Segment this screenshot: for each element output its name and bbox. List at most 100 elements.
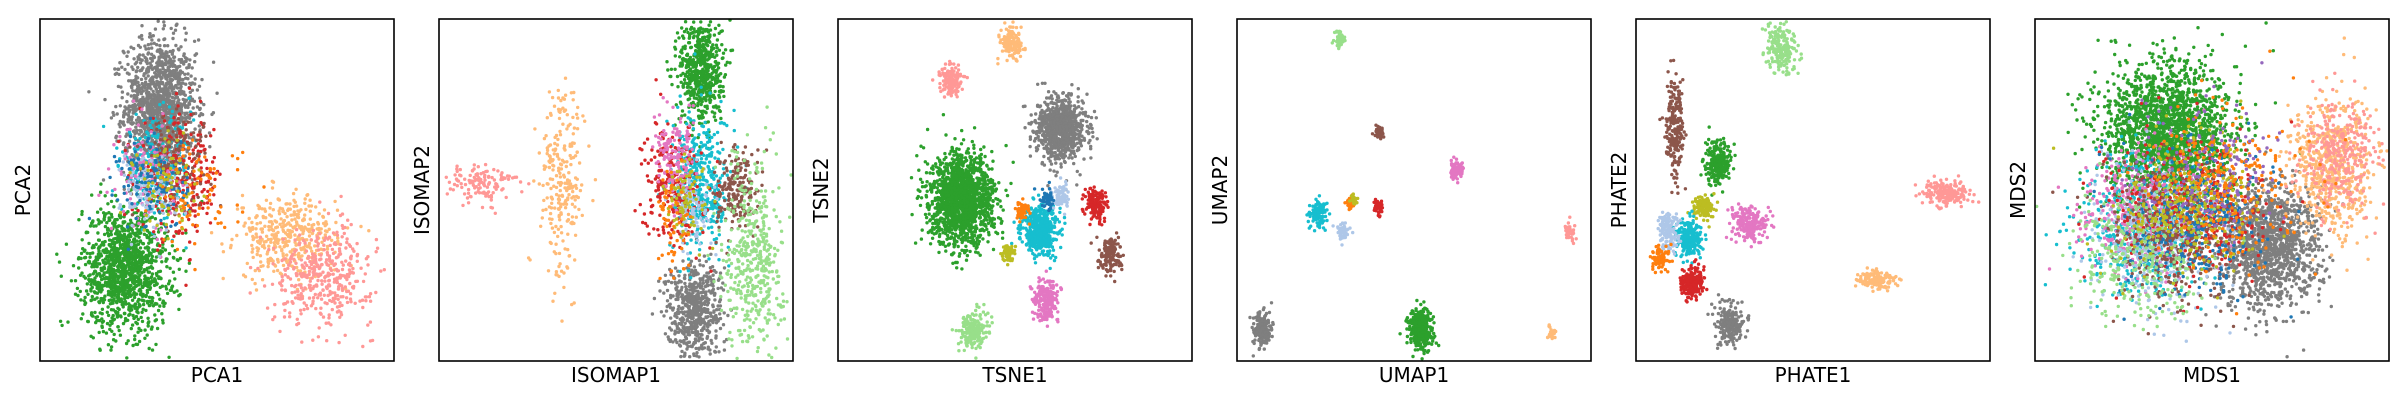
- data-point: [101, 300, 106, 305]
- data-point: [163, 231, 167, 235]
- data-point: [101, 258, 105, 263]
- data-point: [143, 121, 147, 125]
- data-point: [327, 316, 331, 320]
- data-point: [308, 279, 312, 283]
- data-point: [123, 220, 127, 224]
- data-point: [221, 250, 226, 254]
- data-point: [59, 274, 63, 278]
- data-point: [152, 131, 156, 135]
- data-point: [144, 259, 148, 264]
- data-point: [296, 293, 300, 297]
- data-point: [139, 173, 143, 177]
- data-point: [319, 306, 323, 310]
- data-point: [355, 241, 359, 246]
- data-point: [106, 167, 111, 171]
- data-point: [201, 125, 205, 129]
- data-point: [146, 131, 150, 136]
- data-point: [115, 146, 119, 150]
- data-point: [188, 240, 192, 244]
- data-point: [375, 246, 380, 250]
- data-point: [172, 202, 176, 206]
- data-point: [79, 298, 83, 302]
- data-point: [156, 171, 160, 175]
- data-point: [170, 106, 175, 110]
- data-point: [349, 300, 353, 304]
- data-point: [142, 217, 147, 221]
- data-point: [172, 86, 176, 90]
- data-point: [132, 295, 137, 300]
- data-point: [139, 250, 143, 255]
- data-point: [262, 185, 266, 189]
- data-point: [176, 81, 180, 86]
- data-point: [300, 340, 304, 344]
- data-point: [129, 242, 134, 247]
- data-point: [166, 129, 170, 133]
- data-point: [175, 22, 179, 26]
- data-point: [139, 91, 144, 96]
- data-point: [169, 26, 173, 31]
- data-point: [195, 229, 199, 233]
- data-point: [167, 126, 171, 130]
- data-point: [366, 323, 370, 327]
- data-point: [66, 320, 70, 324]
- data-point: [127, 79, 131, 83]
- data-point: [271, 208, 275, 212]
- data-point: [159, 221, 163, 226]
- data-point: [169, 224, 173, 228]
- data-point: [183, 211, 188, 215]
- data-point: [126, 175, 130, 180]
- data-point: [175, 289, 179, 293]
- data-point: [158, 304, 162, 308]
- data-point: [321, 315, 326, 319]
- data-point: [181, 77, 185, 82]
- data-point: [126, 184, 131, 188]
- data-point: [137, 221, 141, 226]
- data-point: [197, 124, 201, 128]
- data-point: [335, 233, 340, 237]
- data-point: [214, 171, 218, 175]
- data-point: [102, 218, 106, 222]
- data-point: [181, 131, 186, 135]
- data-point: [283, 257, 287, 261]
- data-point: [182, 101, 186, 106]
- data-point: [137, 116, 142, 120]
- data-point: [125, 356, 129, 360]
- data-point: [714, 74, 718, 78]
- data-point: [127, 293, 132, 298]
- data-point: [202, 102, 206, 107]
- data-point: [86, 319, 91, 324]
- data-point: [106, 258, 110, 262]
- data-point: [103, 262, 107, 266]
- data-point: [199, 144, 203, 148]
- data-point: [130, 270, 134, 275]
- data-point: [106, 305, 110, 309]
- data-point: [242, 224, 246, 228]
- data-point: [191, 223, 195, 227]
- data-point: [322, 293, 326, 297]
- data-point: [321, 288, 325, 292]
- data-point: [158, 43, 162, 48]
- data-point: [110, 329, 114, 333]
- data-point: [280, 249, 284, 253]
- data-point: [147, 282, 151, 287]
- data-point: [328, 243, 332, 248]
- data-point: [145, 172, 150, 176]
- data-point: [710, 110, 714, 114]
- data-point: [155, 290, 159, 295]
- data-point: [110, 263, 114, 267]
- data-point: [146, 136, 151, 141]
- data-point: [351, 247, 355, 251]
- data-point: [132, 46, 136, 51]
- data-point: [150, 280, 155, 284]
- data-point: [149, 327, 154, 331]
- data-point: [120, 90, 125, 94]
- data-point: [283, 308, 287, 313]
- data-point: [116, 164, 120, 168]
- data-point: [284, 202, 288, 206]
- data-point: [104, 247, 109, 251]
- data-point: [117, 159, 122, 163]
- data-point: [344, 246, 348, 250]
- data-point: [123, 280, 128, 284]
- data-point: [321, 215, 326, 219]
- data-point: [306, 256, 310, 260]
